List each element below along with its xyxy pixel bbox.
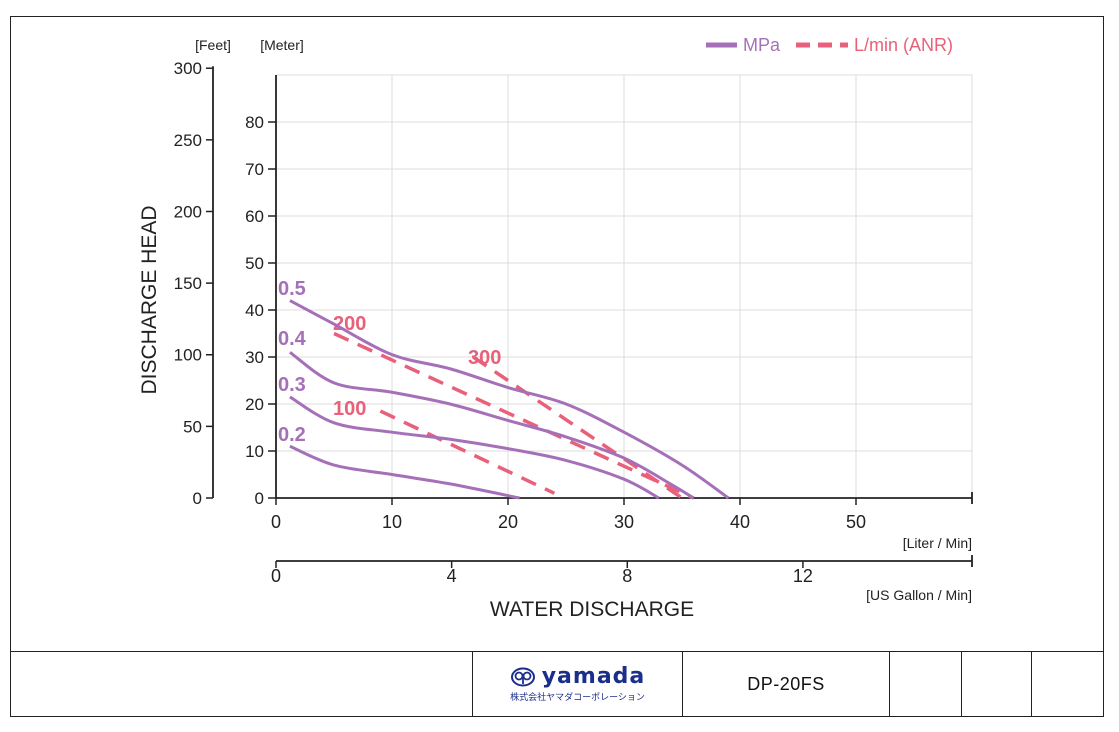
y-feet-tick-label: 250: [174, 131, 202, 150]
y-meter-tick-label: 40: [245, 301, 264, 320]
pressure-label-0.2: 0.2: [278, 424, 306, 446]
pressure-label-0.4: 0.4: [278, 328, 307, 350]
y-feet-tick-label: 100: [174, 346, 202, 365]
y-axis-title: DISCHARGE HEAD: [138, 205, 161, 394]
model-number: DP-20FS: [682, 652, 889, 717]
airflow-label-300: 300: [468, 347, 501, 369]
x-liter-tick-label: 40: [730, 512, 750, 532]
airflow-line-300: [472, 355, 683, 500]
x-liter-tick-label: 20: [498, 512, 518, 532]
title-block-cell: [961, 652, 1031, 717]
pressure-curve-0.5: [289, 299, 730, 500]
x-liter-tick-label: 30: [614, 512, 634, 532]
y-unit-meter: [Meter]: [260, 37, 304, 53]
pressure-curve-0.3: [289, 395, 660, 500]
y-meter-tick-label: 60: [245, 207, 264, 226]
y-meter-tick-label: 10: [245, 442, 264, 461]
pressure-curve-0.4: [289, 351, 695, 500]
airflow-line-100: [379, 409, 556, 495]
x-gallon-tick-label: 12: [793, 566, 813, 586]
y-meter-tick-label: 80: [245, 113, 264, 132]
legend-mpa-label: MPa: [743, 35, 781, 55]
x-gallon-tick-label: 8: [622, 566, 632, 586]
x-liter-tick-label: 0: [271, 512, 281, 532]
airflow-line-200: [333, 331, 695, 500]
logo-cell: yamada 株式会社ヤマダコーポレーション: [472, 652, 682, 717]
y-feet-tick-label: 150: [174, 274, 202, 293]
title-block: yamada 株式会社ヤマダコーポレーション DP-20FS: [10, 651, 1104, 717]
airflow-label-100: 100: [333, 398, 366, 420]
y-unit-feet: [Feet]: [195, 37, 231, 53]
performance-chart: 01020304050607080050100150200250300[Feet…: [138, 35, 973, 621]
y-feet-tick-label: 300: [174, 59, 202, 78]
x-unit-gallon: [US Gallon / Min]: [866, 587, 972, 603]
title-block-cell: [1031, 652, 1102, 717]
x-axis-title: WATER DISCHARGE: [490, 598, 694, 621]
pressure-curve-0.2: [289, 444, 520, 500]
x-liter-tick-label: 50: [846, 512, 866, 532]
x-gallon-tick-label: 4: [447, 566, 457, 586]
y-feet-tick-label: 0: [193, 489, 202, 508]
yamada-logo: yamada: [510, 663, 646, 689]
pressure-label-0.5: 0.5: [278, 278, 306, 300]
y-meter-tick-label: 20: [245, 395, 264, 414]
y-meter-tick-label: 70: [245, 160, 264, 179]
pressure-label-0.3: 0.3: [278, 374, 306, 396]
yamada-emblem-icon: [510, 667, 535, 686]
x-liter-tick-label: 10: [382, 512, 402, 532]
chart-frame: [10, 16, 1104, 717]
logo-subtitle: 株式会社ヤマダコーポレーション: [510, 692, 645, 703]
x-gallon-tick-label: 0: [271, 566, 281, 586]
y-meter-tick-label: 0: [255, 489, 264, 508]
title-block-cell: [889, 652, 961, 717]
logo-wordmark: yamada: [541, 663, 646, 689]
y-meter-tick-label: 50: [245, 254, 264, 273]
y-feet-tick-label: 200: [174, 202, 202, 221]
x-unit-liter: [Liter / Min]: [903, 535, 972, 551]
legend-airflow-label: L/min (ANR): [854, 35, 953, 55]
y-feet-tick-label: 50: [183, 417, 202, 436]
y-meter-tick-label: 30: [245, 348, 264, 367]
